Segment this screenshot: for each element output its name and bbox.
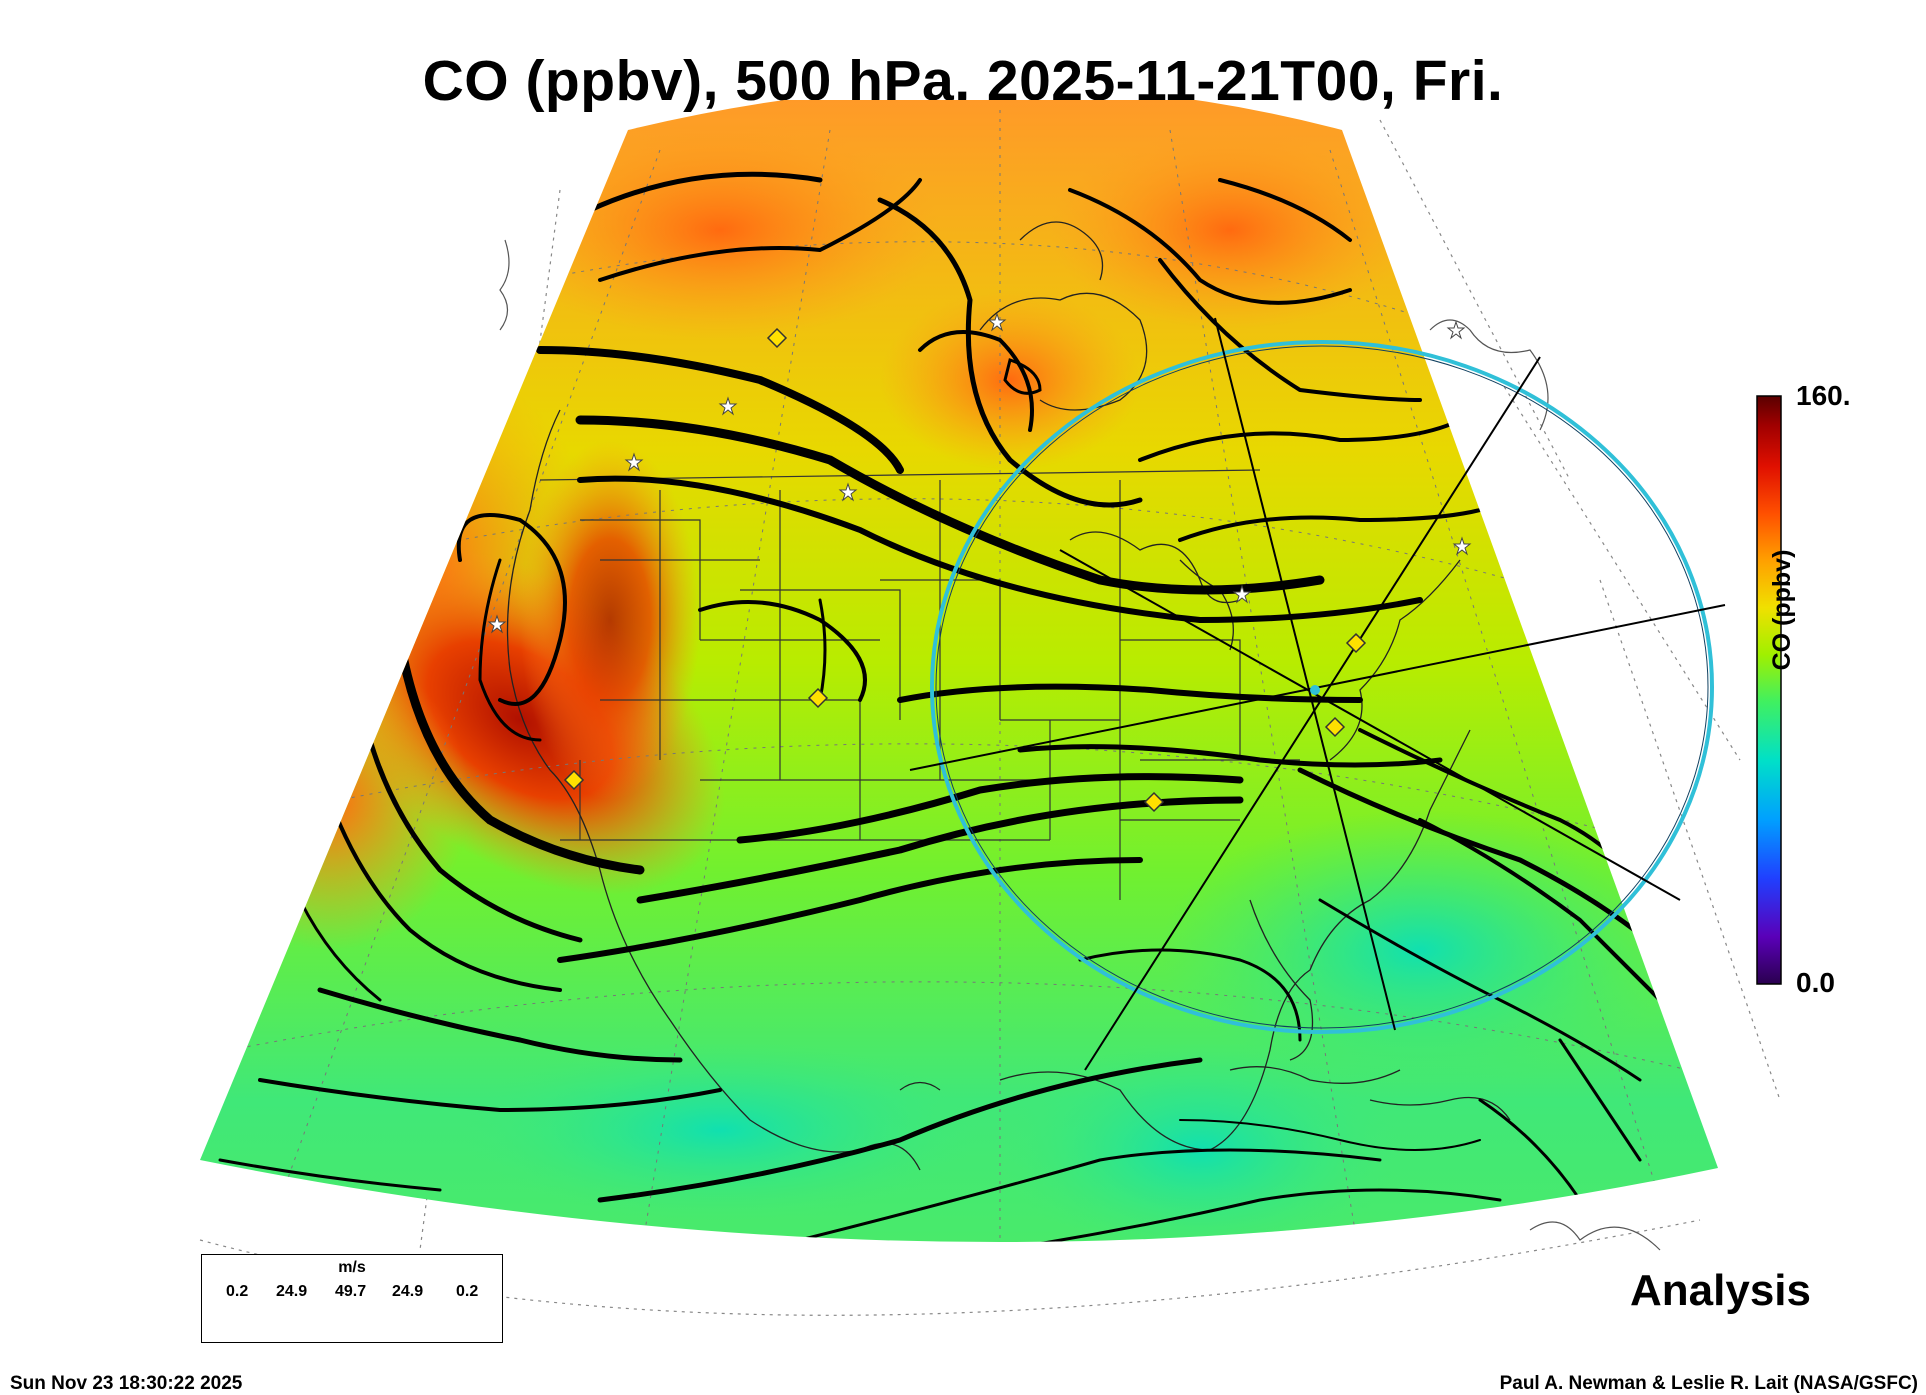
wind-legend-value: 0.2 [226, 1283, 249, 1300]
cross-line-se [1059, 549, 1681, 901]
timestamp: Sun Nov 23 18:30:22 2025 [10, 1373, 243, 1394]
co-teal-pacific [460, 1040, 980, 1220]
station-markers [487, 312, 1472, 813]
white-star [487, 312, 1472, 634]
co-orange-southwest [200, 650, 470, 950]
wind-legend-value: 24.9 [276, 1283, 308, 1300]
colorbar-title: CO (ppbv) [1768, 549, 1796, 671]
coastline-outer [499, 239, 1661, 1251]
wind-legend: m/s 0.2 24.9 49.7 24.9 0.2 [201, 1254, 503, 1343]
cross-line-ne [1084, 356, 1541, 1071]
coastlines [506, 221, 1511, 1171]
wind-legend-value: 24.9 [392, 1283, 424, 1300]
analysis-label: Analysis [1630, 1266, 1811, 1315]
highlight-overlay [909, 317, 1726, 1071]
colorbar-max-label: 160. [1796, 380, 1851, 411]
highlight-ring-inner [935, 345, 1709, 1029]
co-plume-inland [520, 440, 700, 800]
yellow-diamond [563, 327, 1367, 813]
wind-legend-value: 0.2 [456, 1283, 479, 1300]
wind-streamlines [218, 171, 1682, 1243]
co-orange-north-west [500, 120, 940, 340]
highlight-ring [930, 340, 1714, 1034]
colorbar [1756, 395, 1782, 985]
credits: Paul A. Newman & Leslie R. Lait (NASA/GS… [1499, 1373, 1918, 1394]
wind-legend-value: 49.7 [335, 1283, 367, 1300]
colorbar-min-label: 0.0 [1796, 967, 1835, 998]
co-orange-north-east [1050, 130, 1410, 330]
wind-legend-unit: m/s [338, 1259, 366, 1276]
co-orange-center [880, 290, 1140, 470]
co-teal-atlantic [1160, 810, 1680, 1090]
target-point [1310, 685, 1320, 695]
cross-line-n [1214, 317, 1396, 1031]
